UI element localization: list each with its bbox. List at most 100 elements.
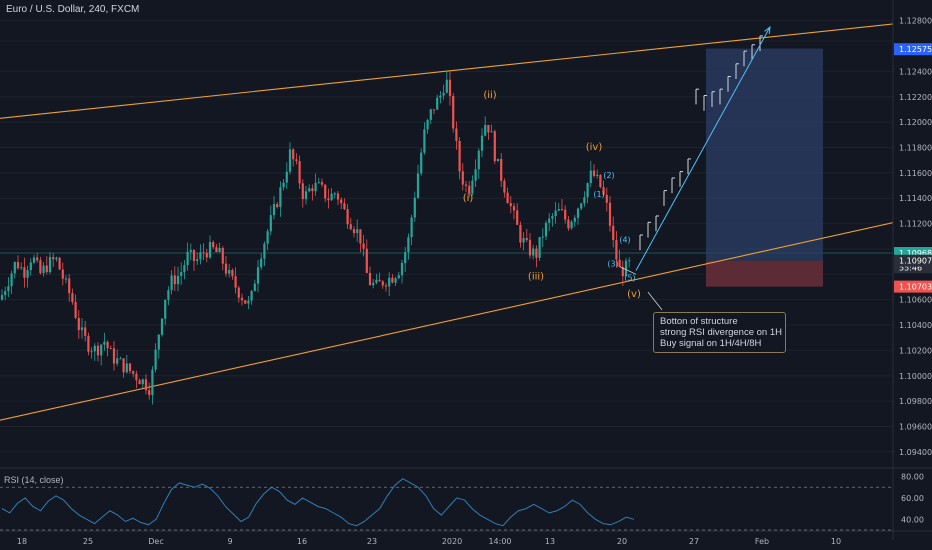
candle-body (372, 282, 375, 286)
candle-body (90, 351, 93, 353)
candle-body (42, 265, 45, 274)
candle-body (346, 209, 349, 225)
time-tick-label: Feb (755, 537, 769, 546)
candle-body (176, 275, 180, 285)
candle-body (106, 341, 109, 349)
candle-body (410, 217, 413, 238)
candle-body (487, 124, 490, 133)
candle-body (183, 265, 186, 273)
candle-body (256, 267, 260, 284)
candle-body (23, 267, 26, 278)
candle-body (458, 141, 461, 172)
candle-body (266, 231, 269, 244)
candle-body (388, 277, 391, 287)
candle-body (519, 224, 522, 243)
candle-body (362, 243, 365, 249)
subwave-label: (3) (607, 260, 618, 269)
rsi-tick-label: 40.00 (901, 515, 924, 524)
candle-body (64, 278, 68, 280)
candle-body (253, 283, 256, 292)
candle-body (202, 252, 205, 254)
time-tick-label: 10 (831, 537, 841, 546)
candle-body (602, 187, 605, 195)
projection-line (635, 26, 771, 271)
candle-body (551, 215, 554, 219)
candle-body (522, 238, 525, 243)
candle-body (141, 379, 144, 385)
annotation-line-2: strong RSI divergence on 1H (660, 327, 782, 338)
candle-body (7, 286, 10, 292)
candle-body (340, 199, 343, 204)
candle-body (535, 248, 538, 258)
candle-body (320, 182, 324, 185)
candle-body (128, 363, 132, 372)
rsi-panel[interactable]: 80.00 60.00 40.00 (0, 467, 932, 531)
candle-body (525, 238, 528, 240)
candle-body (135, 373, 138, 381)
candle-body (391, 277, 394, 283)
candle-body (490, 131, 493, 133)
time-tick-label: 14:00 (488, 537, 511, 546)
wave-label: (v) (627, 289, 641, 300)
candle-body (272, 204, 276, 216)
time-tick-label: 16 (297, 537, 307, 546)
candle-body (148, 390, 151, 396)
candle-body (298, 161, 301, 184)
rsi-line (1, 478, 635, 527)
candle-body (628, 260, 631, 262)
candle-body (544, 222, 548, 237)
price-tick-label: 1.11600 (899, 169, 932, 178)
price-badge (894, 254, 932, 267)
time-axis[interactable]: 18 25 Dec 9 16 23 2020 14:00 13 20 27 Feb 10 (0, 530, 932, 546)
wave-label: (iv) (586, 142, 603, 153)
chart-title: Euro / U.S. Dollar, 240, FXCM (6, 4, 140, 15)
candle-body (474, 169, 477, 181)
projection-arrow (619, 25, 771, 311)
candle-body (292, 149, 295, 160)
candle-body (500, 158, 503, 181)
candle-body (263, 243, 266, 259)
candle-body (192, 250, 196, 261)
candle-body (484, 124, 487, 136)
candle-body (119, 358, 122, 360)
candle-body (84, 327, 87, 336)
candle-body (528, 239, 532, 256)
candle-body (612, 225, 615, 241)
candle-body (151, 369, 154, 396)
candle-body (116, 358, 119, 364)
candle-body (496, 158, 500, 162)
candle-body (349, 224, 352, 230)
candle-body (333, 193, 336, 195)
candle-body (36, 257, 39, 261)
candle-body (240, 297, 244, 301)
candle-body (554, 210, 557, 216)
candle-body (413, 197, 416, 218)
candle-body (196, 259, 199, 261)
subwave-label: (1) (593, 190, 604, 199)
candle-body (439, 95, 442, 98)
candle-body (48, 257, 52, 273)
candle-body (624, 260, 628, 277)
candle-body (464, 184, 468, 186)
candle-body (356, 229, 359, 234)
candle-body (170, 275, 173, 291)
candle-body (506, 192, 509, 204)
wave-label: (iii) (528, 271, 544, 282)
candle-body (61, 269, 64, 279)
candle-body (103, 341, 106, 345)
candle-body (503, 180, 506, 193)
price-badge-label: 55:46 (899, 263, 922, 272)
candle-body (189, 250, 192, 252)
candle-body (237, 287, 240, 298)
time-tick-label: 18 (17, 537, 27, 546)
candle-body (455, 128, 458, 142)
annotation-line-1: Botton of structure (660, 316, 738, 327)
candle-body (215, 247, 218, 253)
candle-body (164, 299, 167, 319)
price-badge (894, 247, 932, 260)
candle-body (416, 173, 420, 198)
price-axis[interactable]: 1.12800 1.12400 1.12200 1.12000 1.11800 1.116… (892, 0, 932, 540)
candle-body (218, 247, 221, 253)
candle-body (314, 182, 317, 192)
